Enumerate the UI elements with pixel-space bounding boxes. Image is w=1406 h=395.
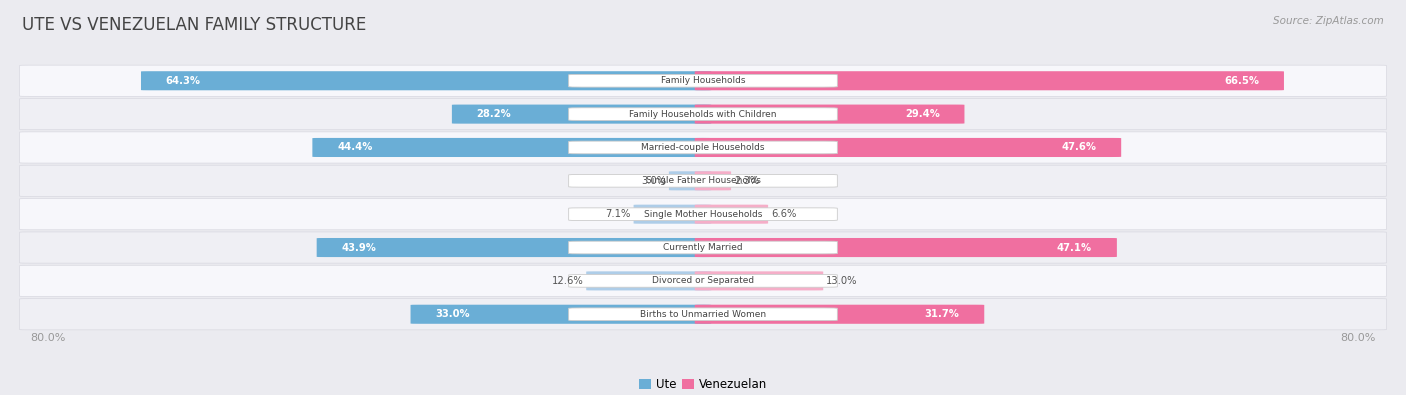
Text: 47.1%: 47.1% — [1057, 243, 1092, 252]
Text: Births to Unmarried Women: Births to Unmarried Women — [640, 310, 766, 319]
FancyBboxPatch shape — [568, 241, 838, 254]
Text: 3.0%: 3.0% — [641, 176, 666, 186]
FancyBboxPatch shape — [669, 171, 711, 190]
Text: UTE VS VENEZUELAN FAMILY STRUCTURE: UTE VS VENEZUELAN FAMILY STRUCTURE — [22, 16, 367, 34]
FancyBboxPatch shape — [568, 175, 838, 187]
FancyBboxPatch shape — [695, 271, 824, 290]
Text: 47.6%: 47.6% — [1062, 143, 1097, 152]
Text: 28.2%: 28.2% — [477, 109, 512, 119]
FancyBboxPatch shape — [568, 308, 838, 321]
Text: Source: ZipAtlas.com: Source: ZipAtlas.com — [1272, 16, 1384, 26]
Text: 64.3%: 64.3% — [166, 76, 201, 86]
FancyBboxPatch shape — [20, 265, 1386, 297]
Text: 7.1%: 7.1% — [606, 209, 631, 219]
FancyBboxPatch shape — [20, 165, 1386, 196]
FancyBboxPatch shape — [568, 74, 838, 87]
FancyBboxPatch shape — [695, 71, 1284, 90]
FancyBboxPatch shape — [695, 238, 1116, 257]
FancyBboxPatch shape — [20, 199, 1386, 230]
Text: Divorced or Separated: Divorced or Separated — [652, 276, 754, 286]
FancyBboxPatch shape — [568, 275, 838, 287]
Text: Single Father Households: Single Father Households — [645, 176, 761, 185]
FancyBboxPatch shape — [141, 71, 711, 90]
FancyBboxPatch shape — [634, 205, 711, 224]
Text: 2.3%: 2.3% — [734, 176, 759, 186]
Legend: Ute, Venezuelan: Ute, Venezuelan — [634, 373, 772, 395]
FancyBboxPatch shape — [695, 171, 731, 190]
Text: 44.4%: 44.4% — [337, 143, 373, 152]
Text: 43.9%: 43.9% — [342, 243, 377, 252]
Text: 13.0%: 13.0% — [825, 276, 858, 286]
FancyBboxPatch shape — [695, 105, 965, 124]
Text: 66.5%: 66.5% — [1225, 76, 1260, 86]
Text: 80.0%: 80.0% — [31, 333, 66, 342]
Text: 33.0%: 33.0% — [436, 309, 470, 319]
Text: 6.6%: 6.6% — [770, 209, 796, 219]
FancyBboxPatch shape — [20, 98, 1386, 130]
FancyBboxPatch shape — [695, 305, 984, 324]
Text: Family Households with Children: Family Households with Children — [630, 109, 776, 118]
Text: Married-couple Households: Married-couple Households — [641, 143, 765, 152]
FancyBboxPatch shape — [20, 65, 1386, 96]
FancyBboxPatch shape — [695, 138, 1121, 157]
FancyBboxPatch shape — [411, 305, 711, 324]
Text: 31.7%: 31.7% — [925, 309, 959, 319]
FancyBboxPatch shape — [316, 238, 711, 257]
FancyBboxPatch shape — [568, 208, 838, 220]
Text: 80.0%: 80.0% — [1340, 333, 1375, 342]
FancyBboxPatch shape — [451, 105, 711, 124]
Text: Single Mother Households: Single Mother Households — [644, 210, 762, 219]
Text: Family Households: Family Households — [661, 76, 745, 85]
FancyBboxPatch shape — [586, 271, 711, 290]
FancyBboxPatch shape — [568, 141, 838, 154]
FancyBboxPatch shape — [695, 205, 768, 224]
Text: Currently Married: Currently Married — [664, 243, 742, 252]
FancyBboxPatch shape — [20, 299, 1386, 330]
FancyBboxPatch shape — [20, 132, 1386, 163]
FancyBboxPatch shape — [568, 108, 838, 120]
FancyBboxPatch shape — [312, 138, 711, 157]
Text: 12.6%: 12.6% — [551, 276, 583, 286]
Text: 29.4%: 29.4% — [905, 109, 939, 119]
FancyBboxPatch shape — [20, 232, 1386, 263]
